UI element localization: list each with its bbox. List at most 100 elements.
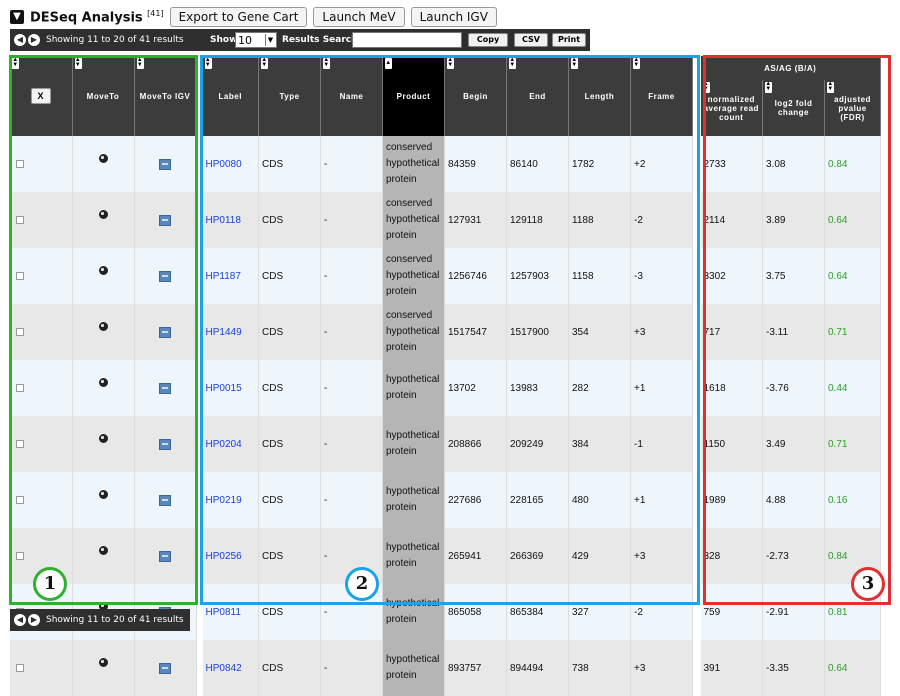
col-header-padj[interactable]: ▲ ▼ adjusted pvalue (FDR) xyxy=(824,80,881,136)
col-header-moveto[interactable]: ▲ ▼ MoveTo xyxy=(72,56,135,136)
copy-button[interactable]: Copy xyxy=(468,33,508,47)
col-header-moveto-igv[interactable]: ▲ ▼ MoveTo IGV xyxy=(134,56,197,136)
igv-cell xyxy=(134,136,197,192)
gene-label-link[interactable]: HP0811 xyxy=(205,606,241,618)
gene-label-link[interactable]: HP0842 xyxy=(205,662,242,674)
table-row: HP1449 CDS - conserved hypothetical protein… xyxy=(10,304,881,360)
end-cell: 865384 xyxy=(506,584,569,640)
magnifier-icon[interactable] xyxy=(98,321,108,331)
search-input[interactable] xyxy=(352,32,462,48)
row-checkbox[interactable] xyxy=(16,440,24,448)
annotation-badge-1: 1 xyxy=(33,567,67,601)
igv-icon[interactable] xyxy=(159,326,171,338)
gene-label-link[interactable]: HP0118 xyxy=(205,214,241,226)
log2-fold-cell: -3.35 xyxy=(762,640,825,696)
col-header-name[interactable]: ▲ ▼ Name xyxy=(320,56,383,136)
gene-label-link[interactable]: HP0256 xyxy=(205,550,242,562)
igv-icon[interactable] xyxy=(159,550,171,562)
magnifier-icon[interactable] xyxy=(98,545,108,555)
spacer xyxy=(692,304,701,360)
row-checkbox[interactable] xyxy=(16,328,24,336)
padj-cell: 0.84 xyxy=(824,136,881,192)
col-header-log2[interactable]: ▲ ▼ log2 fold change xyxy=(762,80,825,136)
magnifier-icon[interactable] xyxy=(98,601,108,611)
igv-icon[interactable] xyxy=(159,438,171,450)
igv-icon[interactable] xyxy=(159,494,171,506)
igv-icon[interactable] xyxy=(159,662,171,674)
igv-icon[interactable] xyxy=(159,382,171,394)
row-checkbox[interactable] xyxy=(16,160,24,168)
label-cell: HP0842 xyxy=(202,640,259,696)
row-checkbox[interactable] xyxy=(16,664,24,672)
col-header-length[interactable]: ▲ ▼ Length xyxy=(568,56,631,136)
moveto-cell xyxy=(72,248,135,304)
annotation-badge-3: 3 xyxy=(851,567,885,601)
log2-fold-cell: -2.73 xyxy=(762,528,825,584)
spacer xyxy=(196,360,203,416)
gene-label-link[interactable]: HP0015 xyxy=(205,382,242,394)
magnifier-icon[interactable] xyxy=(98,209,108,219)
spacer xyxy=(196,248,203,304)
col-header-norm[interactable]: ▲ ▼ normalized average read count xyxy=(700,80,763,136)
product-cell: conserved hypothetical protein xyxy=(382,304,445,360)
launch-mev-button[interactable]: Launch MeV xyxy=(313,7,405,27)
row-checkbox[interactable] xyxy=(16,216,24,224)
spacer xyxy=(692,248,701,304)
magnifier-icon[interactable] xyxy=(98,265,108,275)
print-button[interactable]: Print xyxy=(552,33,586,47)
moveto-cell xyxy=(72,416,135,472)
row-checkbox[interactable] xyxy=(16,384,24,392)
row-checkbox-cell xyxy=(10,472,73,528)
end-cell: 266369 xyxy=(506,528,569,584)
igv-icon[interactable] xyxy=(159,214,171,226)
col-header-label[interactable]: ▲ ▼ Label xyxy=(202,56,259,136)
group-header: AS/AG (B/A) xyxy=(700,56,881,80)
col-header-x[interactable]: ▲ ▼ X xyxy=(10,56,73,136)
frame-cell: -1 xyxy=(630,416,693,472)
col-header-product[interactable]: ▲ Product xyxy=(382,56,445,136)
table-row: HP0256 CDS - hypothetical protein 265941 2663… xyxy=(10,528,881,584)
col-header-frame[interactable]: ▲ ▼ Frame xyxy=(630,56,693,136)
gene-label-link[interactable]: HP1449 xyxy=(205,326,242,338)
frame-cell: -3 xyxy=(630,248,693,304)
col-header-type[interactable]: ▲ ▼ Type xyxy=(258,56,321,136)
frame-cell: -2 xyxy=(630,584,693,640)
page-size-select[interactable]: 10 ▼ xyxy=(235,32,277,48)
type-cell: CDS xyxy=(258,640,321,696)
collapse-arrow-icon[interactable]: ▼ xyxy=(10,10,24,24)
igv-icon[interactable] xyxy=(159,158,171,170)
type-cell: CDS xyxy=(258,528,321,584)
gene-label-link[interactable]: HP1187 xyxy=(205,270,241,282)
spacer xyxy=(196,584,203,640)
row-checkbox[interactable] xyxy=(16,496,24,504)
csv-button[interactable]: CSV xyxy=(514,33,548,47)
name-cell: - xyxy=(320,640,383,696)
col-header-begin[interactable]: ▲ ▼ Begin xyxy=(444,56,507,136)
igv-cell xyxy=(134,640,197,696)
magnifier-icon[interactable] xyxy=(98,377,108,387)
gene-label-link[interactable]: HP0219 xyxy=(205,494,242,506)
frame-cell: +3 xyxy=(630,528,693,584)
magnifier-icon[interactable] xyxy=(98,433,108,443)
col-header-end[interactable]: ▲ ▼ End xyxy=(506,56,569,136)
row-checkbox-cell xyxy=(10,640,73,696)
export-gene-cart-button[interactable]: Export to Gene Cart xyxy=(169,7,308,27)
prev-page-icon[interactable]: ◀ xyxy=(14,614,26,626)
row-checkbox[interactable] xyxy=(16,552,24,560)
magnifier-icon[interactable] xyxy=(98,657,108,667)
igv-icon[interactable] xyxy=(159,270,171,282)
table-row: HP1187 CDS - conserved hypothetical protein… xyxy=(10,248,881,304)
log2-fold-cell: 3.89 xyxy=(762,192,825,248)
row-checkbox[interactable] xyxy=(16,272,24,280)
next-page-icon[interactable]: ▶ xyxy=(28,34,40,46)
prev-page-icon[interactable]: ◀ xyxy=(14,34,26,46)
magnifier-icon[interactable] xyxy=(98,153,108,163)
product-cell: hypothetical protein xyxy=(382,640,445,696)
magnifier-icon[interactable] xyxy=(98,489,108,499)
launch-igv-button[interactable]: Launch IGV xyxy=(410,7,497,27)
next-page-icon[interactable]: ▶ xyxy=(28,614,40,626)
gene-label-link[interactable]: HP0204 xyxy=(205,438,242,450)
gene-label-link[interactable]: HP0080 xyxy=(205,158,242,170)
spacer xyxy=(692,472,701,528)
clear-button[interactable]: X xyxy=(30,88,51,104)
